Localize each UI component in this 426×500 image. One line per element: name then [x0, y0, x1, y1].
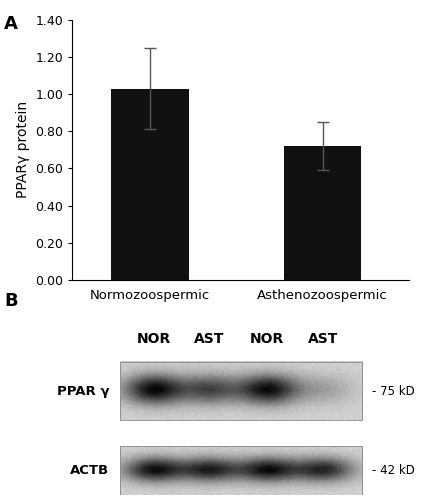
Y-axis label: PPARγ protein: PPARγ protein — [16, 102, 30, 198]
Text: NOR: NOR — [250, 332, 285, 345]
Text: AST: AST — [194, 332, 225, 345]
Bar — [111, 88, 189, 280]
Bar — [284, 146, 362, 280]
Text: - 42 kD: - 42 kD — [372, 464, 415, 477]
Text: ACTB: ACTB — [70, 464, 109, 477]
Text: B: B — [4, 292, 18, 310]
Text: PPAR γ: PPAR γ — [57, 384, 109, 398]
Text: - 75 kD: - 75 kD — [372, 384, 414, 398]
Text: NOR: NOR — [136, 332, 170, 345]
Text: A: A — [4, 15, 18, 33]
Text: AST: AST — [308, 332, 338, 345]
